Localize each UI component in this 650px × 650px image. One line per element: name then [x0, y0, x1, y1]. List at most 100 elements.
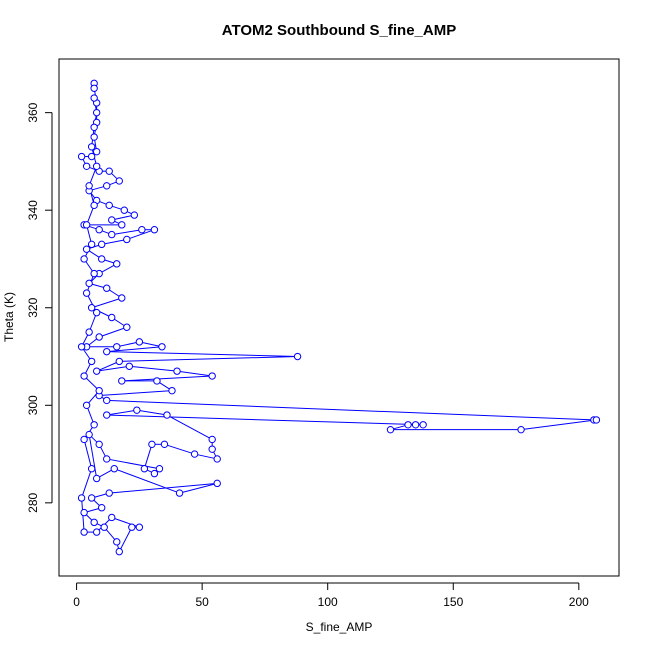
data-point	[133, 406, 141, 414]
series-segment	[106, 409, 137, 416]
data-point	[87, 304, 96, 312]
data-point	[92, 367, 101, 375]
series-segment	[114, 468, 180, 494]
data-point	[90, 421, 98, 429]
data-point	[105, 201, 113, 210]
data-point	[77, 343, 86, 351]
y-tick-label: 320	[26, 297, 40, 317]
data-point	[386, 425, 395, 434]
data-point	[123, 323, 131, 331]
series-segment	[139, 341, 163, 348]
data-point	[77, 494, 86, 502]
data-point	[95, 333, 103, 341]
series-segment	[91, 297, 122, 309]
data-point	[103, 455, 111, 463]
data-point	[108, 230, 116, 239]
data-point	[92, 308, 101, 317]
data-point	[108, 513, 116, 522]
data-point	[103, 182, 111, 190]
data-point	[105, 167, 113, 175]
x-tick-label: 150	[443, 595, 463, 609]
data-point	[92, 162, 101, 171]
series-segment	[106, 458, 160, 470]
data-point	[90, 133, 98, 141]
data-point	[82, 162, 91, 171]
data-point	[80, 372, 88, 380]
data-point	[208, 372, 216, 380]
data-point	[404, 421, 412, 429]
data-point	[118, 294, 126, 302]
data-point	[150, 469, 159, 478]
data-point	[113, 343, 121, 351]
data-point	[90, 518, 98, 527]
series-segment	[126, 229, 155, 240]
data-point	[87, 152, 96, 161]
data-point	[592, 416, 601, 424]
data-point	[90, 84, 98, 92]
data-point	[175, 489, 184, 497]
series-segment	[99, 390, 173, 397]
data-point	[87, 240, 96, 249]
series-segment	[119, 356, 298, 362]
data-point	[97, 240, 106, 249]
data-point	[108, 313, 116, 322]
data-point	[123, 235, 131, 244]
data-point	[85, 182, 93, 190]
data-point	[95, 440, 103, 449]
data-point	[153, 377, 161, 385]
series-segment	[118, 526, 133, 552]
chart-title: ATOM2 Southbound S_fine_AMP	[222, 22, 456, 39]
series-segment	[96, 365, 130, 372]
data-point	[173, 367, 181, 375]
series-segment	[116, 341, 140, 348]
series-segment	[194, 453, 218, 460]
data-point	[150, 226, 159, 234]
data-point	[90, 269, 98, 278]
data-point	[411, 421, 420, 429]
series-segment	[520, 419, 597, 431]
series-segment	[96, 360, 120, 372]
data-point	[115, 547, 123, 556]
data-point	[517, 425, 525, 434]
series-segment	[109, 482, 218, 494]
data-point	[163, 411, 171, 419]
y-tick-label: 340	[26, 200, 40, 220]
data-point	[128, 523, 136, 531]
data-point	[120, 206, 128, 214]
series-segment	[106, 414, 424, 426]
x-axis: 0 50 100 150 200	[73, 582, 589, 609]
data-point	[293, 352, 302, 361]
series-segment	[106, 399, 594, 421]
data-point	[92, 147, 101, 156]
data-point	[103, 411, 111, 419]
plot-frame	[58, 58, 620, 577]
series-segment	[166, 414, 213, 440]
data-point	[168, 386, 176, 395]
series-segment	[176, 370, 213, 377]
series-layer	[77, 79, 601, 556]
data-point	[82, 289, 91, 297]
data-point	[80, 435, 88, 444]
x-tick-label: 50	[195, 595, 209, 609]
data-point	[82, 401, 91, 409]
data-point	[115, 177, 123, 185]
y-tick-label: 280	[26, 493, 40, 513]
data-point	[110, 464, 118, 473]
data-point	[190, 450, 199, 458]
data-point	[103, 284, 111, 292]
data-point	[92, 528, 101, 536]
series-segment	[179, 482, 218, 494]
data-point	[95, 226, 103, 234]
series-segment	[136, 409, 168, 416]
x-tick-label: 200	[569, 595, 589, 609]
data-point	[135, 338, 144, 346]
data-point	[82, 221, 91, 229]
series-segment	[111, 229, 142, 236]
series-segment	[88, 434, 98, 479]
data-point	[138, 226, 146, 234]
series-segment	[106, 351, 298, 358]
x-axis-label: S_fine_AMP	[306, 620, 373, 634]
x-tick-label: 0	[73, 595, 80, 609]
data-point	[213, 455, 221, 463]
